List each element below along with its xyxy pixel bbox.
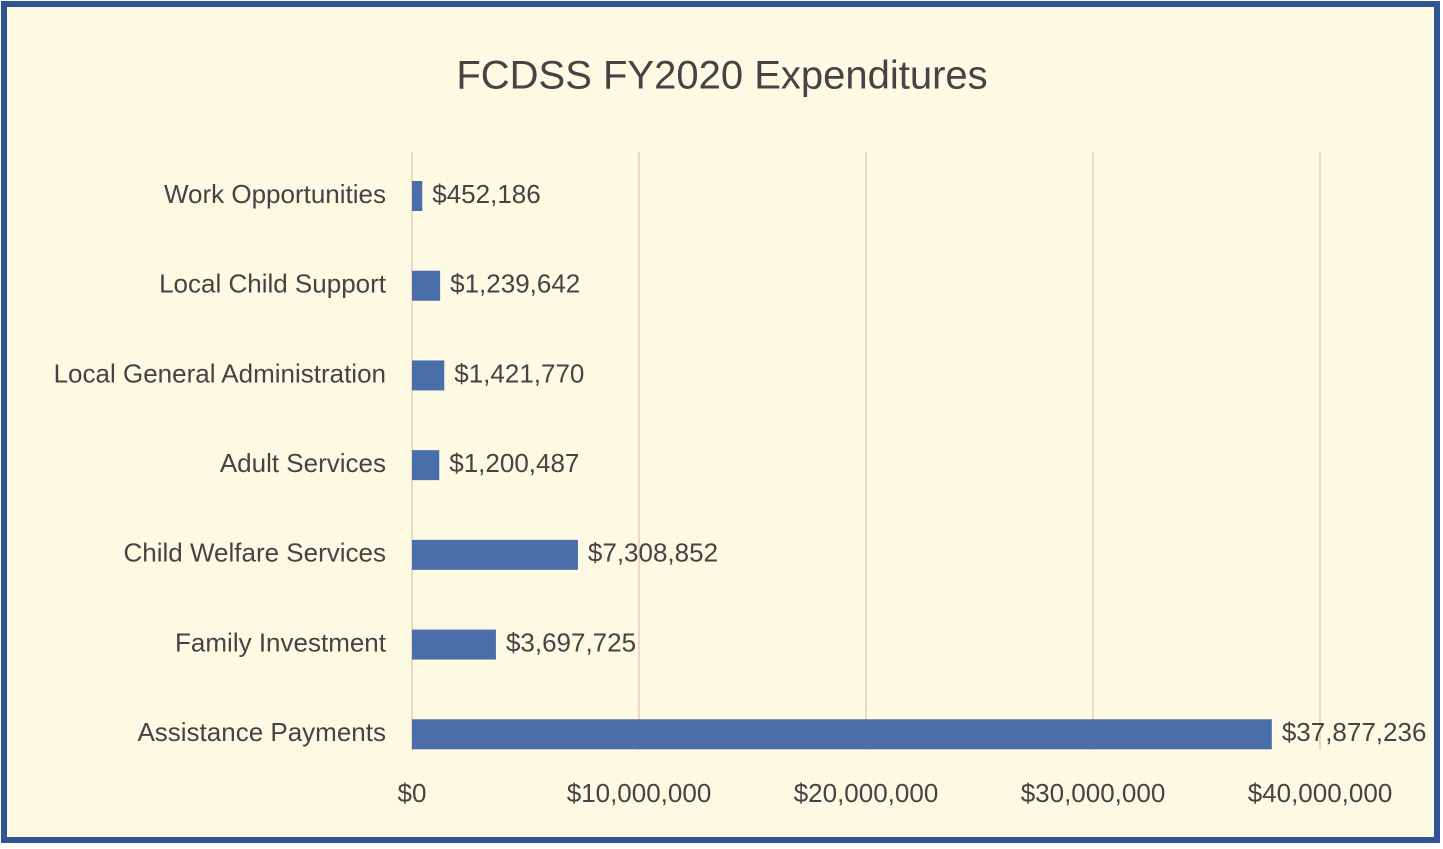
value-label: $7,308,852	[588, 538, 718, 568]
bar	[412, 719, 1272, 750]
y-tick-label: Work Opportunities	[164, 179, 386, 209]
x-tick-label: $30,000,000	[1021, 778, 1166, 808]
y-tick-label: Child Welfare Services	[123, 538, 386, 568]
value-label: $37,877,236	[1282, 717, 1427, 747]
y-tick-label: Family Investment	[175, 627, 387, 657]
bar	[412, 181, 423, 211]
bar	[412, 629, 496, 660]
bar	[412, 450, 440, 481]
y-tick-label: Assistance Payments	[137, 717, 386, 747]
bar	[412, 270, 441, 301]
bar	[412, 539, 578, 570]
x-tick-label: $10,000,000	[567, 778, 712, 808]
value-label: $1,239,642	[450, 269, 580, 299]
y-tick-label: Local Child Support	[159, 269, 387, 299]
x-tick-label: $20,000,000	[794, 778, 939, 808]
value-label: $1,200,487	[449, 448, 579, 478]
chart-title: FCDSS FY2020 Expenditures	[456, 54, 987, 98]
value-label: $3,697,725	[506, 627, 636, 657]
bar	[412, 360, 445, 391]
y-tick-label: Adult Services	[220, 448, 386, 478]
x-tick-label: $40,000,000	[1248, 778, 1393, 808]
y-tick-label: Local General Administration	[54, 358, 386, 388]
value-label: $1,421,770	[454, 358, 584, 388]
x-tick-label: $0	[398, 778, 427, 808]
value-label: $452,186	[432, 179, 540, 209]
